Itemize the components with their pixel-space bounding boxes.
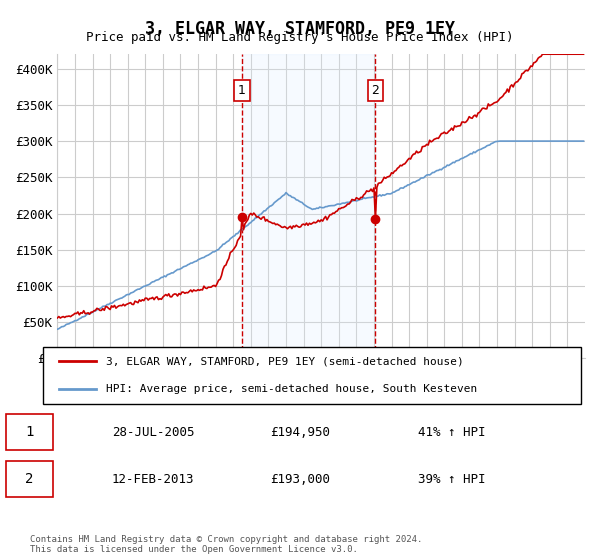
Text: Contains HM Land Registry data © Crown copyright and database right 2024.
This d: Contains HM Land Registry data © Crown c… <box>30 535 422 554</box>
Text: 41% ↑ HPI: 41% ↑ HPI <box>418 426 485 438</box>
Text: £193,000: £193,000 <box>271 473 331 486</box>
Text: 1: 1 <box>25 425 34 439</box>
FancyBboxPatch shape <box>6 461 53 497</box>
Text: 1: 1 <box>238 84 246 97</box>
Text: 2: 2 <box>25 472 34 486</box>
Bar <box>242 54 376 358</box>
Text: 3, ELGAR WAY, STAMFORD, PE9 1EY: 3, ELGAR WAY, STAMFORD, PE9 1EY <box>145 20 455 38</box>
FancyBboxPatch shape <box>6 414 53 450</box>
Text: 2: 2 <box>371 84 379 97</box>
Text: 39% ↑ HPI: 39% ↑ HPI <box>418 473 485 486</box>
Text: 3, ELGAR WAY, STAMFORD, PE9 1EY (semi-detached house): 3, ELGAR WAY, STAMFORD, PE9 1EY (semi-de… <box>106 356 464 366</box>
Text: Price paid vs. HM Land Registry's House Price Index (HPI): Price paid vs. HM Land Registry's House … <box>86 31 514 44</box>
Text: £194,950: £194,950 <box>271 426 331 438</box>
Text: 28-JUL-2005: 28-JUL-2005 <box>112 426 194 438</box>
Text: 12-FEB-2013: 12-FEB-2013 <box>112 473 194 486</box>
Text: HPI: Average price, semi-detached house, South Kesteven: HPI: Average price, semi-detached house,… <box>106 384 478 394</box>
FancyBboxPatch shape <box>43 347 581 404</box>
